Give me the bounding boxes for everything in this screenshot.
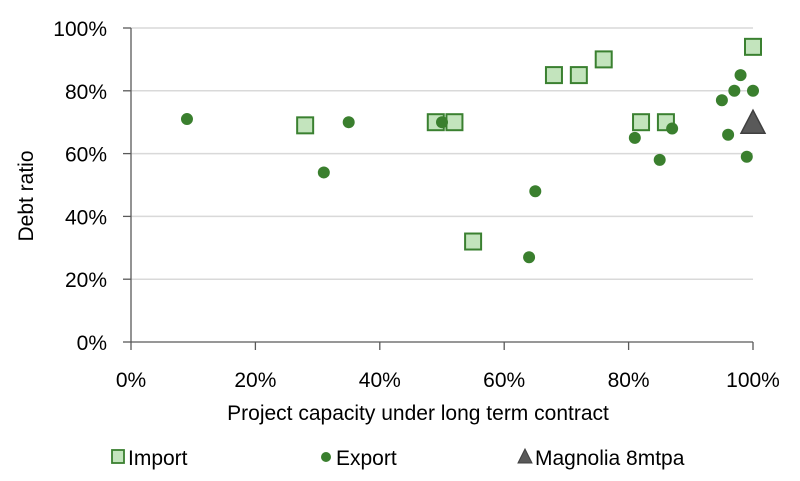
x-tick-label: 80% [608,369,650,392]
data-point-square [296,116,315,135]
series-export [180,69,759,264]
axes [123,27,754,350]
data-point-square [569,66,588,85]
gridlines [131,27,753,280]
data-point-circle [628,131,641,144]
legend-label: Magnolia 8mtpa [535,447,685,470]
legend-item: Import [111,447,188,470]
data-point-circle [715,94,728,107]
legend-circle-icon [321,452,331,462]
x-tick-labels: 0% 20% 40% 60% 80% 100% [116,369,780,392]
x-tick-label: 60% [483,369,525,392]
data-points [180,37,767,264]
data-point-circle [722,128,735,141]
y-axis-title: Debt ratio [15,150,38,241]
data-point-square [632,113,651,132]
data-point-circle [436,116,448,129]
data-point-circle [529,185,542,198]
data-point-circle [523,251,536,264]
data-point-circle [317,166,330,179]
data-point-square [464,232,483,251]
data-point-circle [734,69,747,82]
y-tick-label: 20% [65,269,107,292]
data-point-circle [653,153,666,166]
data-point-circle [740,150,753,163]
y-tick-label: 40% [65,206,107,229]
x-axis-title: Project capacity under long term contrac… [227,402,609,425]
data-point-circle [180,113,193,126]
legend-label: Import [128,447,188,470]
y-tick-label: 60% [65,144,107,167]
y-tick-label: 0% [77,332,107,355]
y-tick-labels: 0% 20% 40% 60% 80% 100% [53,18,107,355]
legend-item: Export [321,447,397,470]
legend-triangle-icon [517,447,533,464]
data-point-circle [342,116,355,129]
y-tick-label: 80% [65,81,107,104]
legend-item: Magnolia 8mtpa [517,447,685,470]
y-tick-label: 100% [53,18,107,41]
series-magnolia-8mtpa [739,108,767,134]
data-point-circle [747,84,759,97]
data-point-square [594,50,613,69]
data-point-circle [666,122,679,135]
data-point-circle [728,84,741,97]
series-import [296,37,762,251]
data-point-square [445,113,464,132]
x-tick-label: 20% [234,369,276,392]
x-tick-label: 40% [359,369,401,392]
x-tick-label: 0% [116,369,146,392]
legend-square-icon [111,449,125,464]
x-tick-label: 100% [726,369,780,392]
data-point-triangle [739,108,767,134]
legend: Import Export Magnolia 8mtpa [111,447,685,470]
data-point-square [544,66,563,85]
data-point-square [744,37,762,56]
legend-label: Export [336,447,397,470]
